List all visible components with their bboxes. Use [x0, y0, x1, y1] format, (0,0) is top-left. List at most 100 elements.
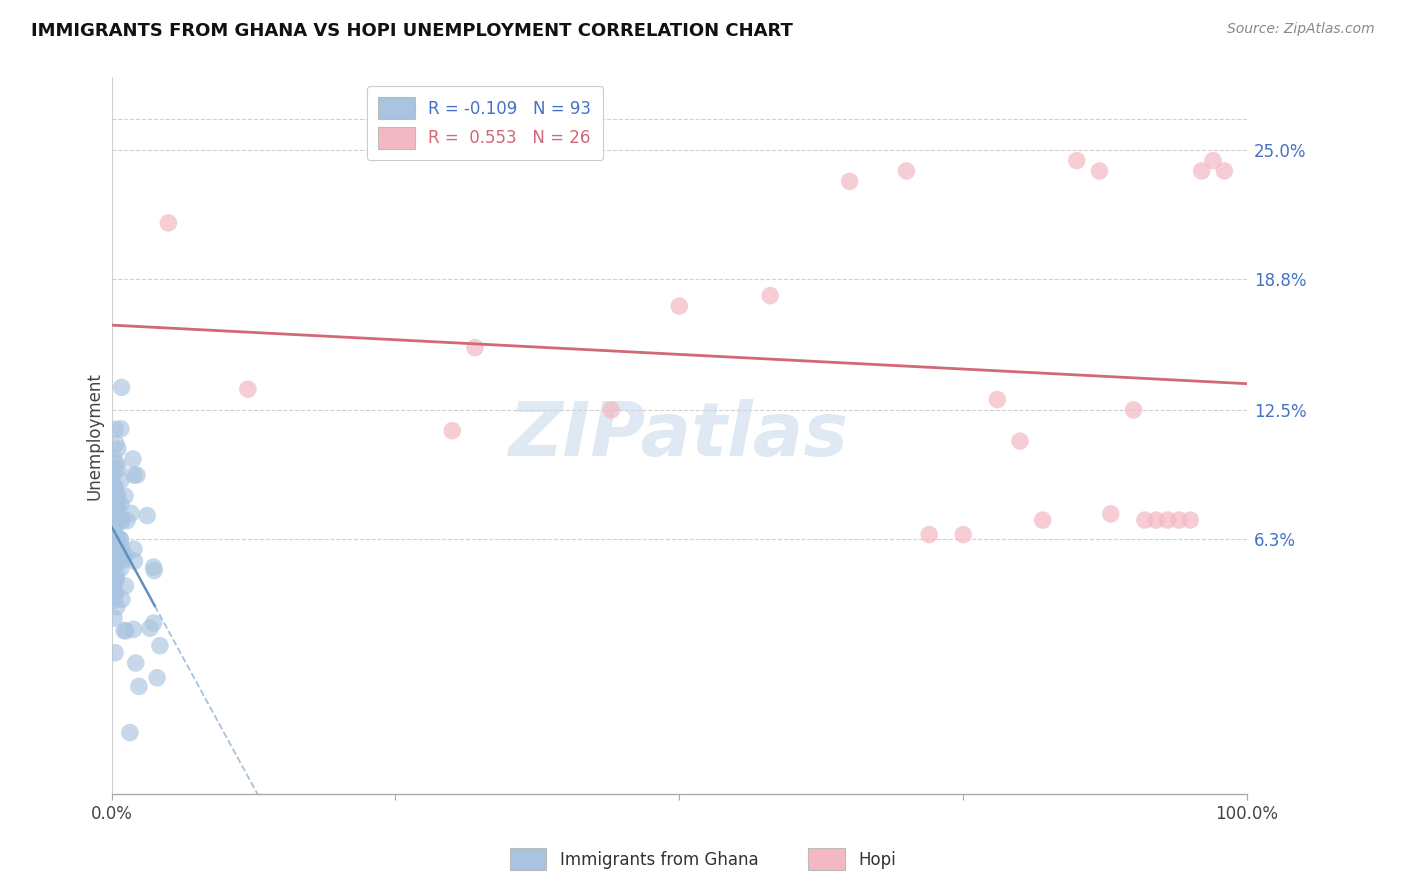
Point [149, 639, 172, 653]
Point [600, 403, 623, 417]
Point [464, 341, 486, 355]
Point [1168, 513, 1191, 527]
Point [1202, 153, 1225, 168]
Point [101, 576, 124, 591]
Point [105, 572, 128, 586]
Point [759, 288, 782, 302]
Point [1088, 164, 1111, 178]
Point [104, 462, 127, 476]
Point [118, 725, 141, 739]
Point [838, 174, 860, 188]
Point [101, 496, 124, 510]
Point [105, 532, 128, 546]
Point [105, 496, 128, 510]
Point [105, 599, 128, 614]
Point [124, 554, 146, 568]
Point [104, 586, 127, 600]
Point [111, 514, 134, 528]
Point [103, 496, 125, 510]
Point [101, 507, 124, 521]
Point [104, 519, 127, 533]
Point [110, 497, 132, 511]
Point [114, 579, 136, 593]
Legend: Immigrants from Ghana, Hopi: Immigrants from Ghana, Hopi [503, 842, 903, 877]
Point [107, 510, 129, 524]
Point [105, 487, 128, 501]
Point [105, 572, 128, 586]
Point [105, 457, 128, 471]
Point [101, 579, 124, 593]
Point [101, 476, 124, 491]
Point [146, 671, 169, 685]
Point [114, 489, 136, 503]
Point [110, 540, 132, 554]
Point [157, 216, 180, 230]
Point [1213, 164, 1236, 178]
Point [105, 540, 128, 554]
Point [103, 544, 125, 558]
Point [918, 527, 941, 541]
Point [1066, 153, 1088, 168]
Point [122, 542, 145, 557]
Point [103, 571, 125, 585]
Point [105, 491, 128, 506]
Point [128, 679, 150, 693]
Point [108, 554, 131, 568]
Point [103, 593, 125, 607]
Point [104, 566, 127, 581]
Point [125, 656, 148, 670]
Point [111, 592, 134, 607]
Point [103, 533, 125, 548]
Point [120, 507, 142, 521]
Point [104, 501, 127, 516]
Point [103, 582, 125, 597]
Point [103, 550, 125, 565]
Point [104, 482, 127, 496]
Point [1008, 434, 1031, 449]
Point [1032, 513, 1054, 527]
Point [110, 422, 132, 436]
Point [103, 538, 125, 552]
Point [105, 531, 128, 545]
Point [103, 570, 125, 584]
Point [111, 553, 134, 567]
Y-axis label: Unemployment: Unemployment [86, 372, 103, 500]
Point [115, 624, 138, 638]
Point [1144, 513, 1167, 527]
Point [139, 621, 162, 635]
Point [122, 452, 145, 467]
Point [122, 623, 145, 637]
Legend: R = -0.109   N = 93, R =  0.553   N = 26: R = -0.109 N = 93, R = 0.553 N = 26 [367, 86, 603, 161]
Point [104, 436, 127, 450]
Point [103, 548, 125, 562]
Point [103, 541, 125, 556]
Point [104, 422, 127, 436]
Point [108, 533, 131, 547]
Point [110, 380, 132, 394]
Point [112, 550, 135, 565]
Point [1180, 513, 1202, 527]
Point [112, 624, 135, 638]
Point [143, 564, 166, 578]
Point [110, 512, 132, 526]
Point [103, 556, 125, 570]
Point [136, 508, 159, 523]
Point [105, 506, 128, 520]
Text: IMMIGRANTS FROM GHANA VS HOPI UNEMPLOYMENT CORRELATION CHART: IMMIGRANTS FROM GHANA VS HOPI UNEMPLOYME… [31, 22, 793, 40]
Point [1133, 513, 1156, 527]
Point [236, 382, 259, 396]
Point [110, 532, 132, 546]
Point [104, 549, 127, 563]
Point [122, 468, 145, 483]
Point [101, 508, 124, 523]
Point [952, 527, 974, 541]
Point [104, 518, 127, 533]
Point [115, 514, 138, 528]
Point [1156, 513, 1178, 527]
Point [1122, 403, 1144, 417]
Point [114, 548, 136, 562]
Point [107, 442, 129, 456]
Point [107, 553, 129, 567]
Point [105, 501, 128, 516]
Point [103, 535, 125, 549]
